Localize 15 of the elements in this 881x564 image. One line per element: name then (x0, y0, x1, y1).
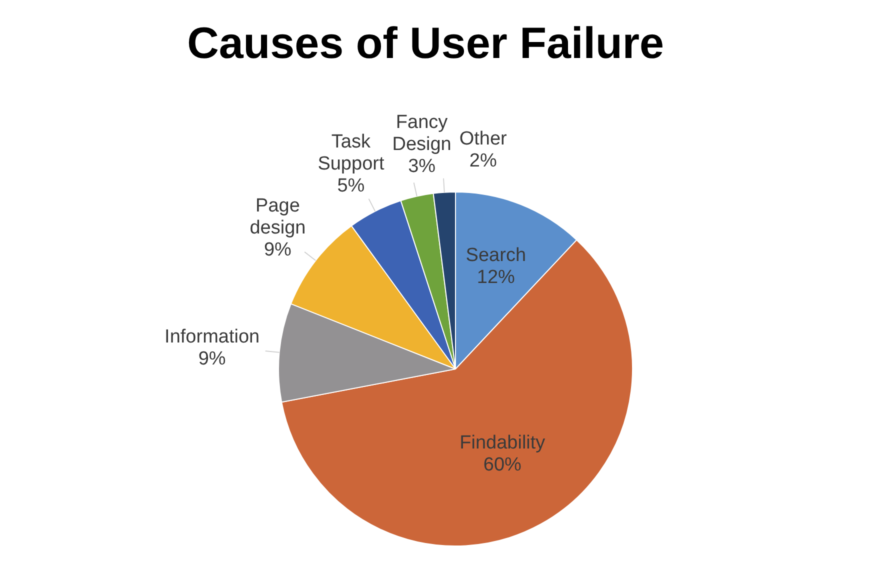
data-label: 12% (476, 267, 516, 288)
slice-label: Search (466, 245, 526, 266)
data-label: 5% (337, 175, 365, 196)
data-label: 60% (483, 454, 522, 476)
slice-label: Information (164, 326, 260, 348)
slice-label: Fancy Design (392, 112, 452, 155)
data-label: 9% (198, 348, 226, 370)
slice-label: Findability (460, 432, 546, 454)
data-label: 2% (469, 150, 497, 172)
data-label: 3% (408, 156, 436, 177)
data-label: 9% (264, 239, 292, 260)
slice-label: Other (459, 128, 508, 150)
slice-label: Page design (250, 195, 306, 238)
slice-label: Task Support (318, 131, 385, 174)
chart-title: Causes of User Failure (186, 18, 665, 70)
